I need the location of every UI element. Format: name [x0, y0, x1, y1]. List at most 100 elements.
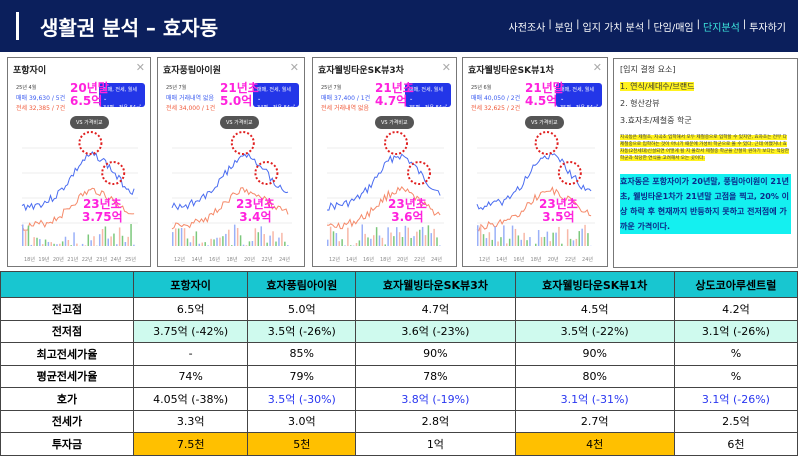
table-cell: 78%	[356, 365, 515, 388]
volume-bar	[489, 232, 491, 246]
x-tick: 22년	[565, 256, 576, 263]
volume-bar	[561, 244, 563, 246]
volume-bar	[408, 228, 410, 246]
nav-item[interactable]: 단지분석	[703, 19, 740, 34]
volume-bar	[85, 245, 87, 246]
volume-bar	[122, 236, 124, 246]
price-chart	[8, 128, 151, 253]
title-accent-bar	[16, 12, 19, 40]
volume-bar	[570, 239, 572, 246]
volume-bar	[133, 245, 135, 246]
volume-bar	[22, 225, 24, 246]
table-row: 최고전세가율-85%90%90%%	[1, 343, 798, 366]
volume-bar	[492, 240, 494, 246]
nav-item[interactable]: 분임	[555, 19, 573, 34]
volume-bar	[439, 245, 441, 246]
complex-name: 포항자이	[13, 63, 46, 76]
volume-bar	[428, 225, 430, 246]
volume-bar	[196, 231, 198, 246]
trade-filter-button[interactable]: 매매, 전세, 월세 ⌄34평 · 전용 84㎡	[253, 83, 299, 107]
nav-item[interactable]: 투자하기	[749, 19, 786, 34]
x-tick: 12년	[329, 256, 340, 263]
volume-bar	[73, 232, 75, 246]
table-cell: 80%	[515, 365, 674, 388]
volume-bar	[184, 228, 186, 246]
nav-item[interactable]: 사전조사	[509, 19, 546, 34]
peak-annotation: 21년초 5.0억	[220, 82, 259, 108]
nav-item[interactable]: 단임/매임	[653, 19, 693, 34]
volume-bar	[243, 245, 245, 246]
table-cell: 7.5천	[134, 433, 248, 456]
volume-bar	[105, 226, 107, 246]
price-chart-card: 포항자이 ✕ 25년 4월 매매 39,630 / 5건 전세 32,385 /…	[7, 57, 151, 267]
volume-bar	[113, 234, 115, 246]
jeonse-summary: 전세 32,385 / 7건	[16, 103, 65, 112]
volume-bar	[284, 242, 286, 246]
price-chart	[313, 128, 457, 253]
volume-bar	[93, 236, 95, 246]
volume-bar	[31, 245, 33, 246]
row-label: 전세가	[1, 410, 134, 433]
table-cell: 3.3억	[134, 410, 248, 433]
x-tick: 18년	[24, 256, 35, 263]
volume-bar	[573, 240, 575, 246]
close-icon[interactable]: ✕	[290, 61, 299, 74]
volume-bar	[581, 229, 583, 246]
volume-bar	[263, 234, 265, 246]
volume-bar	[541, 237, 543, 246]
x-tick: 20년	[53, 256, 64, 263]
close-icon[interactable]: ✕	[442, 61, 451, 74]
volume-bar	[246, 245, 248, 246]
x-tick: 16년	[209, 256, 220, 263]
low-annotation: 23년초 3.5억	[539, 198, 578, 224]
volume-bar	[193, 236, 195, 246]
volume-bar	[518, 235, 520, 246]
price-chart-card: 효자웰빙타운SK뷰1차 ✕ 25년 6월 매매 40,050 / 2건 전세 3…	[462, 57, 608, 267]
volume-bar	[65, 237, 67, 246]
row-label: 투자금	[1, 433, 134, 456]
price-chart-card: 효자풍림아이원 ✕ 25년 7월 매매 거래내역 없음 전세 34,000 / …	[157, 57, 305, 267]
school-note: 지곡동은 제철초, 지곡초 입학해서 모두 제철중으로 입학할 수 있지만, 효…	[620, 135, 789, 161]
x-tick: 24년	[431, 256, 442, 263]
nav-separator: |	[548, 19, 551, 34]
latest-date: 25년 4월	[16, 84, 36, 91]
volume-bar	[515, 229, 517, 246]
volume-bar	[252, 241, 254, 246]
x-tick: 20년	[244, 256, 255, 263]
volume-bar	[567, 229, 569, 246]
column-header	[1, 272, 134, 298]
table-cell: 1억	[356, 433, 515, 456]
filter-type: 매매, 전세, 월세 ⌄	[257, 86, 295, 104]
close-icon[interactable]: ✕	[593, 61, 602, 74]
volume-bar	[258, 232, 260, 246]
volume-bar	[207, 245, 209, 246]
volume-bar	[390, 233, 392, 246]
volume-bar	[396, 227, 398, 246]
volume-bar	[90, 240, 92, 246]
nav-item[interactable]: 입지 가치 분석	[583, 19, 645, 34]
volume-bar	[272, 231, 274, 246]
row-label: 전저점	[1, 320, 134, 343]
x-tick: 18년	[227, 256, 238, 263]
jeonse-summary: 전세 거래내역 없음	[321, 103, 369, 112]
volume-bar	[25, 230, 27, 246]
volume-bar	[379, 235, 381, 246]
x-tick: 22년	[262, 256, 273, 263]
table-cell: 5.0억	[248, 298, 356, 321]
filter-size: 35평 · 전용 84㎡	[409, 104, 447, 113]
volume-bar	[266, 243, 268, 246]
volume-bar	[350, 245, 352, 246]
filter-type: 매매, 전세, 월세 ⌄	[560, 86, 598, 104]
column-header: 효자웰빙타운SK뷰3차	[356, 272, 515, 298]
volume-bar	[333, 231, 335, 246]
factor-3: 3.효자초/제철중 학군	[620, 115, 791, 126]
volume-bar	[364, 234, 366, 246]
volume-bar	[255, 228, 257, 246]
table-cell: 4.5억	[515, 298, 674, 321]
close-icon[interactable]: ✕	[136, 61, 145, 74]
